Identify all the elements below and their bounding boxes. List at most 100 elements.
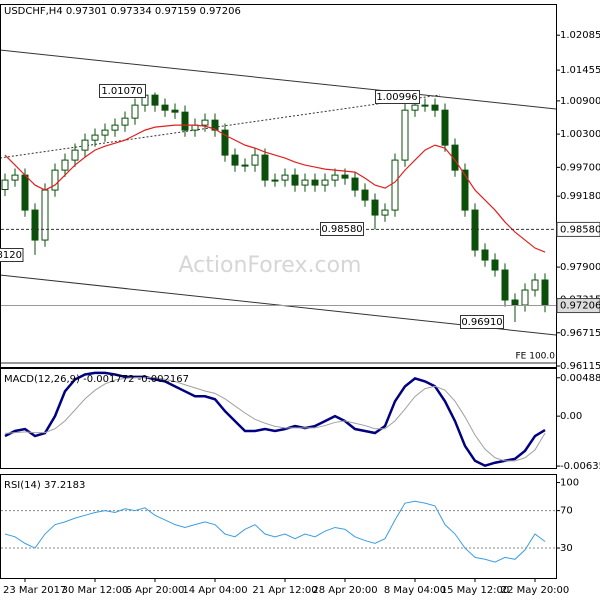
candle-body	[521, 289, 529, 306]
y-tick-label: 1.00900	[560, 96, 600, 107]
y-tick-label: 0.99700	[560, 162, 600, 173]
annotation-box	[0, 248, 24, 262]
y-tick-label: 1.01455	[560, 65, 600, 76]
candle-body	[371, 199, 379, 216]
candle-body	[111, 124, 119, 131]
main-panel	[0, 4, 557, 368]
candle-body	[91, 134, 99, 141]
rsi-panel	[0, 474, 557, 579]
annotation-box	[320, 222, 364, 236]
annotation: 1.01070	[101, 86, 142, 97]
rsi-title: RSI(14) 37.2183	[4, 480, 85, 491]
macd-title: MACD(12,26,9) -0.001772 -0.002167	[4, 374, 189, 385]
candle-body	[151, 94, 159, 106]
candle-body	[1, 179, 9, 191]
candle-body	[221, 129, 229, 156]
candle-body	[421, 104, 429, 107]
candle-body	[161, 104, 169, 111]
price-level-box	[556, 221, 600, 237]
y-tick-label: 70	[560, 506, 573, 517]
candle-body	[41, 189, 49, 241]
candle-body	[501, 269, 509, 301]
price-level-label: 0.98580	[560, 224, 600, 235]
annotation: 1.00996	[376, 92, 417, 103]
candle-body	[231, 154, 239, 166]
candle-body	[51, 169, 59, 191]
x-tick-label: 23 Mar 2017	[3, 585, 66, 596]
candle-body	[401, 109, 409, 161]
annotation: 0.98120	[0, 250, 22, 261]
candle-body	[121, 117, 129, 126]
candle-body	[351, 177, 359, 191]
candle-body	[321, 179, 329, 186]
candle-body	[491, 259, 499, 271]
candle-body	[31, 209, 39, 241]
y-tick-label: 0.99180	[560, 191, 600, 202]
annotation: 0.96910	[461, 317, 502, 328]
y-tick-label: 1.00300	[560, 129, 600, 140]
price-level-label: 0.97206	[560, 301, 600, 312]
series-line	[4, 371, 546, 468]
candle-body	[61, 159, 69, 171]
candle-body	[431, 104, 439, 111]
candle-body	[181, 111, 189, 131]
candle-body	[241, 164, 249, 167]
candle-body	[391, 159, 399, 211]
annotation-box	[375, 90, 420, 104]
y-tick-label: -0.006354	[560, 461, 600, 472]
candle-body	[411, 104, 419, 111]
x-tick-label: 22 May 20:00	[501, 585, 570, 596]
series-line	[4, 377, 546, 462]
candle-body	[101, 129, 109, 136]
candle-body	[441, 109, 449, 146]
moving-average	[4, 124, 546, 253]
y-tick-label: 0.004883	[560, 373, 600, 384]
annotation-box	[99, 84, 146, 98]
x-tick-label: 15 May 12:00	[441, 585, 510, 596]
candle-body	[281, 174, 289, 181]
candle-body	[211, 119, 219, 131]
y-tick-label: 1.02085	[560, 30, 600, 41]
macd-panel	[0, 368, 557, 469]
y-tick-label: 0.00	[560, 411, 582, 422]
candle-body	[541, 279, 549, 307]
fe-label: FE 100.0	[516, 352, 556, 362]
watermark: ActionForex.com	[179, 253, 362, 278]
candle-body	[261, 154, 269, 181]
y-tick-label: 30	[560, 543, 573, 554]
candle-body	[311, 179, 319, 186]
candle-body	[171, 109, 179, 113]
candle-body	[131, 104, 139, 119]
x-tick-label: 8 May 04:00	[384, 585, 446, 596]
candle-body	[471, 209, 479, 251]
candle-body	[81, 139, 89, 151]
candle-body	[301, 179, 309, 186]
candle-body	[21, 174, 29, 211]
y-tick-label: 0.96115	[560, 361, 600, 372]
candle-body	[71, 149, 79, 161]
candle-body	[451, 144, 459, 171]
candle-body	[341, 174, 349, 179]
y-tick-label: 0.96715	[560, 328, 600, 339]
candle-body	[291, 174, 299, 186]
candle-body	[201, 119, 209, 126]
marks: 1.02085 1.01455 1.00900 1.00300 0.99700 0.991…	[1, 30, 600, 596]
channel-upper	[1, 49, 556, 110]
candle-body	[511, 299, 519, 306]
x-tick-label: 28 Apr 20:00	[312, 585, 377, 596]
candle-body	[11, 174, 19, 181]
candle-body	[461, 169, 469, 211]
annotation-box	[460, 315, 504, 329]
candle-body	[381, 209, 389, 216]
candle-body	[361, 189, 369, 201]
x-tick-label: 6 Apr 20:00	[126, 585, 185, 596]
candle-body	[481, 249, 489, 261]
x-tick-label: 21 Apr 12:00	[252, 585, 317, 596]
y-tick-label: 0.97900	[560, 262, 600, 273]
y-tick-label: 100	[560, 478, 579, 489]
candle-body	[251, 154, 259, 166]
chart-title: USDCHF,H4 0.97301 0.97334 0.97159 0.9720…	[4, 6, 241, 17]
price-level-box	[556, 298, 600, 314]
